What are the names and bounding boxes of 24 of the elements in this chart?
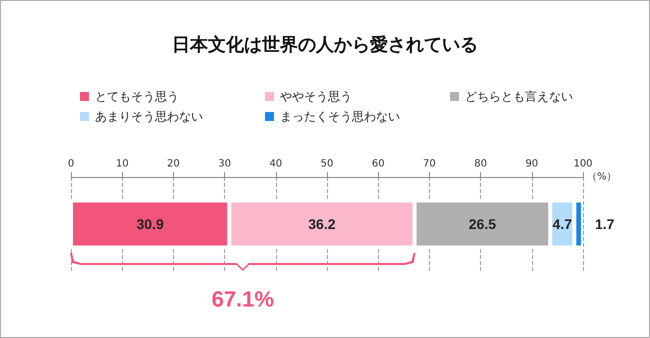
x-tick-label: 50 — [320, 158, 334, 170]
legend-label: とてもそう思う — [95, 90, 179, 104]
chart-title: 日本文化は世界の人から愛されている — [172, 34, 478, 56]
x-tick-label: 100 — [573, 158, 593, 170]
data-label: 26.5 — [468, 216, 496, 232]
legend-label: どちらとも言えない — [465, 90, 573, 104]
x-tick-label: 70 — [423, 158, 436, 170]
x-tick-label: 10 — [116, 158, 129, 170]
data-label: 1.7 — [595, 216, 615, 232]
x-tick-label: 90 — [525, 158, 538, 170]
x-tick-label: 30 — [218, 158, 231, 170]
legend-label: あまりそう思わない — [95, 110, 203, 124]
legend-label: ややそう思う — [280, 90, 352, 104]
x-tick-label: 80 — [474, 158, 487, 170]
legend-label: まったくそう思わない — [280, 110, 400, 124]
x-axis-title: （%） — [587, 172, 617, 182]
data-label: 30.9 — [136, 216, 164, 232]
text: 67.1% — [212, 286, 274, 312]
data-label: 36.2 — [308, 216, 336, 232]
x-tick-label: 60 — [372, 158, 385, 170]
x-tick-label: 40 — [269, 158, 282, 170]
x-tick-label: 0 — [68, 158, 74, 170]
data-label: 4.7 — [552, 216, 572, 232]
x-tick-label: 20 — [167, 158, 180, 170]
